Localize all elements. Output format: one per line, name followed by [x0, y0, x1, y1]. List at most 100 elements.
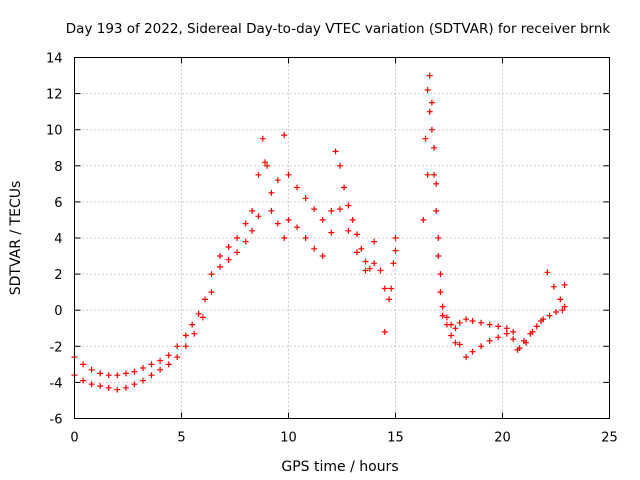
- data-point: [165, 352, 172, 359]
- data-point: [140, 365, 146, 371]
- data-point: [422, 135, 429, 142]
- y-tick-label: 2: [54, 268, 62, 283]
- data-point: [97, 370, 104, 377]
- data-point: [510, 328, 517, 335]
- data-point: [319, 253, 326, 259]
- data-point: [208, 271, 215, 278]
- data-point: [336, 162, 343, 169]
- data-point: [437, 271, 444, 278]
- data-point: [262, 159, 268, 166]
- data-point: [302, 235, 309, 241]
- data-point: [463, 316, 470, 323]
- x-tick-label: 0: [70, 431, 78, 446]
- data-point: [148, 361, 155, 368]
- data-point: [433, 180, 440, 187]
- data-point: [371, 260, 378, 267]
- data-point: [486, 337, 493, 344]
- data-point: [202, 296, 208, 303]
- data-point: [435, 235, 442, 241]
- data-point: [285, 216, 292, 223]
- data-point: [381, 285, 388, 292]
- data-point: [281, 235, 288, 241]
- data-point: [302, 195, 309, 202]
- data-point: [217, 263, 223, 270]
- data-point: [255, 171, 262, 178]
- data-point: [328, 207, 335, 214]
- data-point: [249, 227, 256, 234]
- data-point: [311, 245, 318, 252]
- data-point: [264, 162, 271, 169]
- series-2: [71, 159, 399, 393]
- y-tick-label: 14: [46, 52, 63, 67]
- data-point: [426, 108, 433, 115]
- data-point: [148, 372, 155, 379]
- data-point: [433, 207, 440, 214]
- data-point: [424, 87, 431, 93]
- data-point: [349, 216, 356, 223]
- data-point: [122, 370, 129, 377]
- y-tick-label: 4: [54, 232, 62, 247]
- data-point: [225, 244, 232, 250]
- series-3: [420, 72, 568, 353]
- data-point: [234, 235, 241, 241]
- y-axis-label: SDTVAR / TECUs: [8, 181, 24, 296]
- data-point: [191, 330, 198, 337]
- data-point: [428, 99, 435, 106]
- data-point: [456, 341, 463, 348]
- data-point: [249, 207, 256, 214]
- data-point: [478, 319, 485, 326]
- y-tick-label: 6: [54, 196, 62, 211]
- y-tick-label: 12: [46, 88, 63, 103]
- data-point: [114, 386, 121, 393]
- y-tick-label: 8: [54, 160, 62, 175]
- data-point: [559, 307, 566, 314]
- data-point: [131, 368, 138, 375]
- data-point: [345, 227, 352, 234]
- data-point: [165, 361, 172, 368]
- data-point: [358, 245, 365, 252]
- data-point: [443, 321, 450, 328]
- data-point: [439, 312, 446, 319]
- x-tick-label: 20: [494, 431, 511, 446]
- x-tick-label: 25: [601, 431, 618, 446]
- data-point: [182, 332, 189, 339]
- data-point: [274, 220, 281, 227]
- data-point: [88, 381, 95, 388]
- data-point: [424, 171, 431, 178]
- data-point: [538, 318, 544, 324]
- data-point: [390, 260, 397, 267]
- data-point: [268, 207, 275, 214]
- data-point: [242, 220, 249, 227]
- data-point: [234, 249, 241, 256]
- data-point: [114, 372, 121, 379]
- data-point: [80, 361, 87, 368]
- data-point: [285, 171, 292, 178]
- data-point: [336, 206, 343, 213]
- y-tick-labels: -6 -4 -2 0 2 4 6 8 10 12 14: [46, 52, 63, 428]
- data-point: [311, 206, 318, 213]
- data-point: [510, 336, 517, 343]
- data-point: [345, 202, 352, 209]
- data-point: [88, 366, 95, 373]
- data-point: [431, 171, 437, 178]
- data-point: [463, 354, 470, 361]
- data-point: [544, 269, 551, 276]
- data-point: [122, 384, 129, 391]
- data-point: [495, 334, 502, 341]
- data-point: [294, 224, 301, 231]
- data-point: [386, 296, 393, 303]
- data-point: [533, 323, 540, 330]
- data-point: [392, 247, 399, 254]
- y-tick-label: -2: [50, 340, 63, 355]
- data-point: [294, 184, 301, 191]
- data-point: [189, 321, 196, 328]
- data-point: [392, 235, 399, 241]
- data-point: [437, 289, 444, 296]
- data-point: [516, 345, 523, 352]
- data-point: [478, 343, 485, 350]
- data-point: [217, 253, 223, 259]
- data-point: [131, 381, 138, 388]
- chart-title: Day 193 of 2022, Sidereal Day-to-day VTE…: [66, 21, 611, 37]
- data-point: [199, 314, 206, 321]
- data-point: [182, 343, 189, 350]
